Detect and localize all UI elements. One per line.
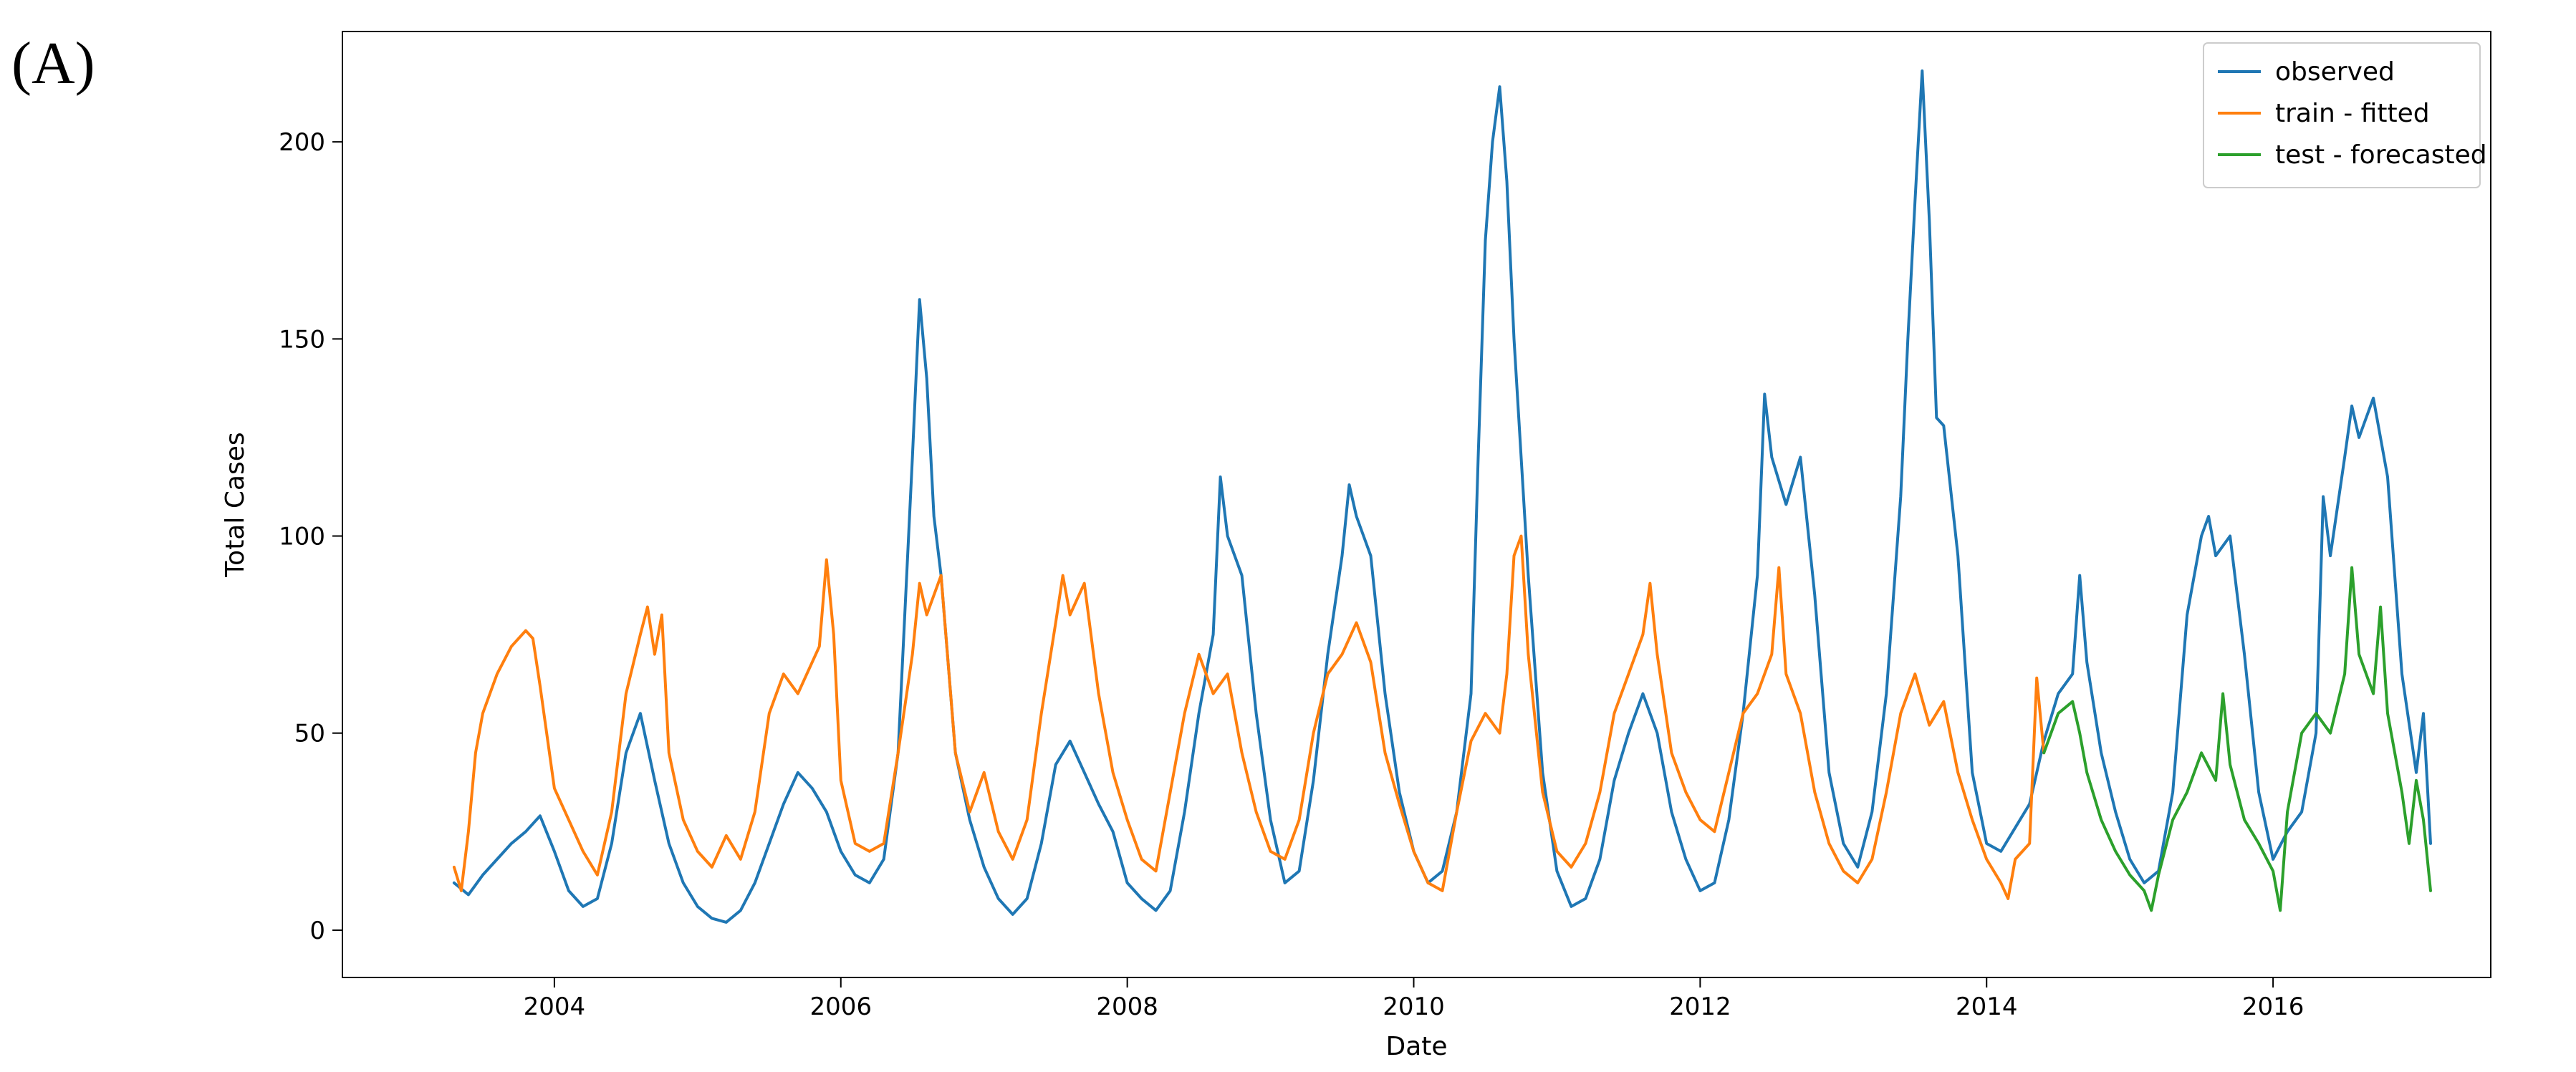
- x-tick-label: 2006: [810, 993, 873, 1021]
- panel-label: (A): [11, 30, 95, 97]
- y-axis-label: Total Cases: [221, 432, 250, 577]
- x-tick-label: 2004: [524, 993, 586, 1021]
- x-tick-label: 2008: [1096, 993, 1158, 1021]
- y-tick-label: 50: [294, 720, 325, 748]
- y-tick-label: 200: [279, 128, 325, 157]
- legend-label: test - forecasted: [2275, 140, 2487, 170]
- y-tick-label: 100: [279, 523, 325, 551]
- plot-lines: [452, 69, 2432, 924]
- x-tick-label: 2014: [1956, 993, 2018, 1021]
- legend-box: [2203, 42, 2481, 188]
- x-axis-label: Date: [1385, 1032, 1447, 1061]
- series-line-1: [452, 69, 2432, 924]
- x-axis: 2004 2006 2008 2010 2012 2014 2016: [524, 977, 2305, 1021]
- y-axis: 0 50 100 150 200: [279, 128, 342, 945]
- x-tick-label: 2012: [1669, 993, 1731, 1021]
- plot-frame: [342, 31, 2491, 978]
- y-tick-label: 0: [309, 917, 325, 945]
- legend: observed train - fitted test - forecasted: [2203, 42, 2487, 188]
- series-line-3: [2042, 566, 2432, 912]
- x-tick-label: 2016: [2242, 993, 2305, 1021]
- y-tick-label: 150: [279, 325, 325, 354]
- legend-label: observed: [2275, 57, 2395, 87]
- x-tick-label: 2010: [1383, 993, 1445, 1021]
- series-line-2: [452, 534, 2046, 900]
- legend-label: train - fitted: [2275, 99, 2430, 128]
